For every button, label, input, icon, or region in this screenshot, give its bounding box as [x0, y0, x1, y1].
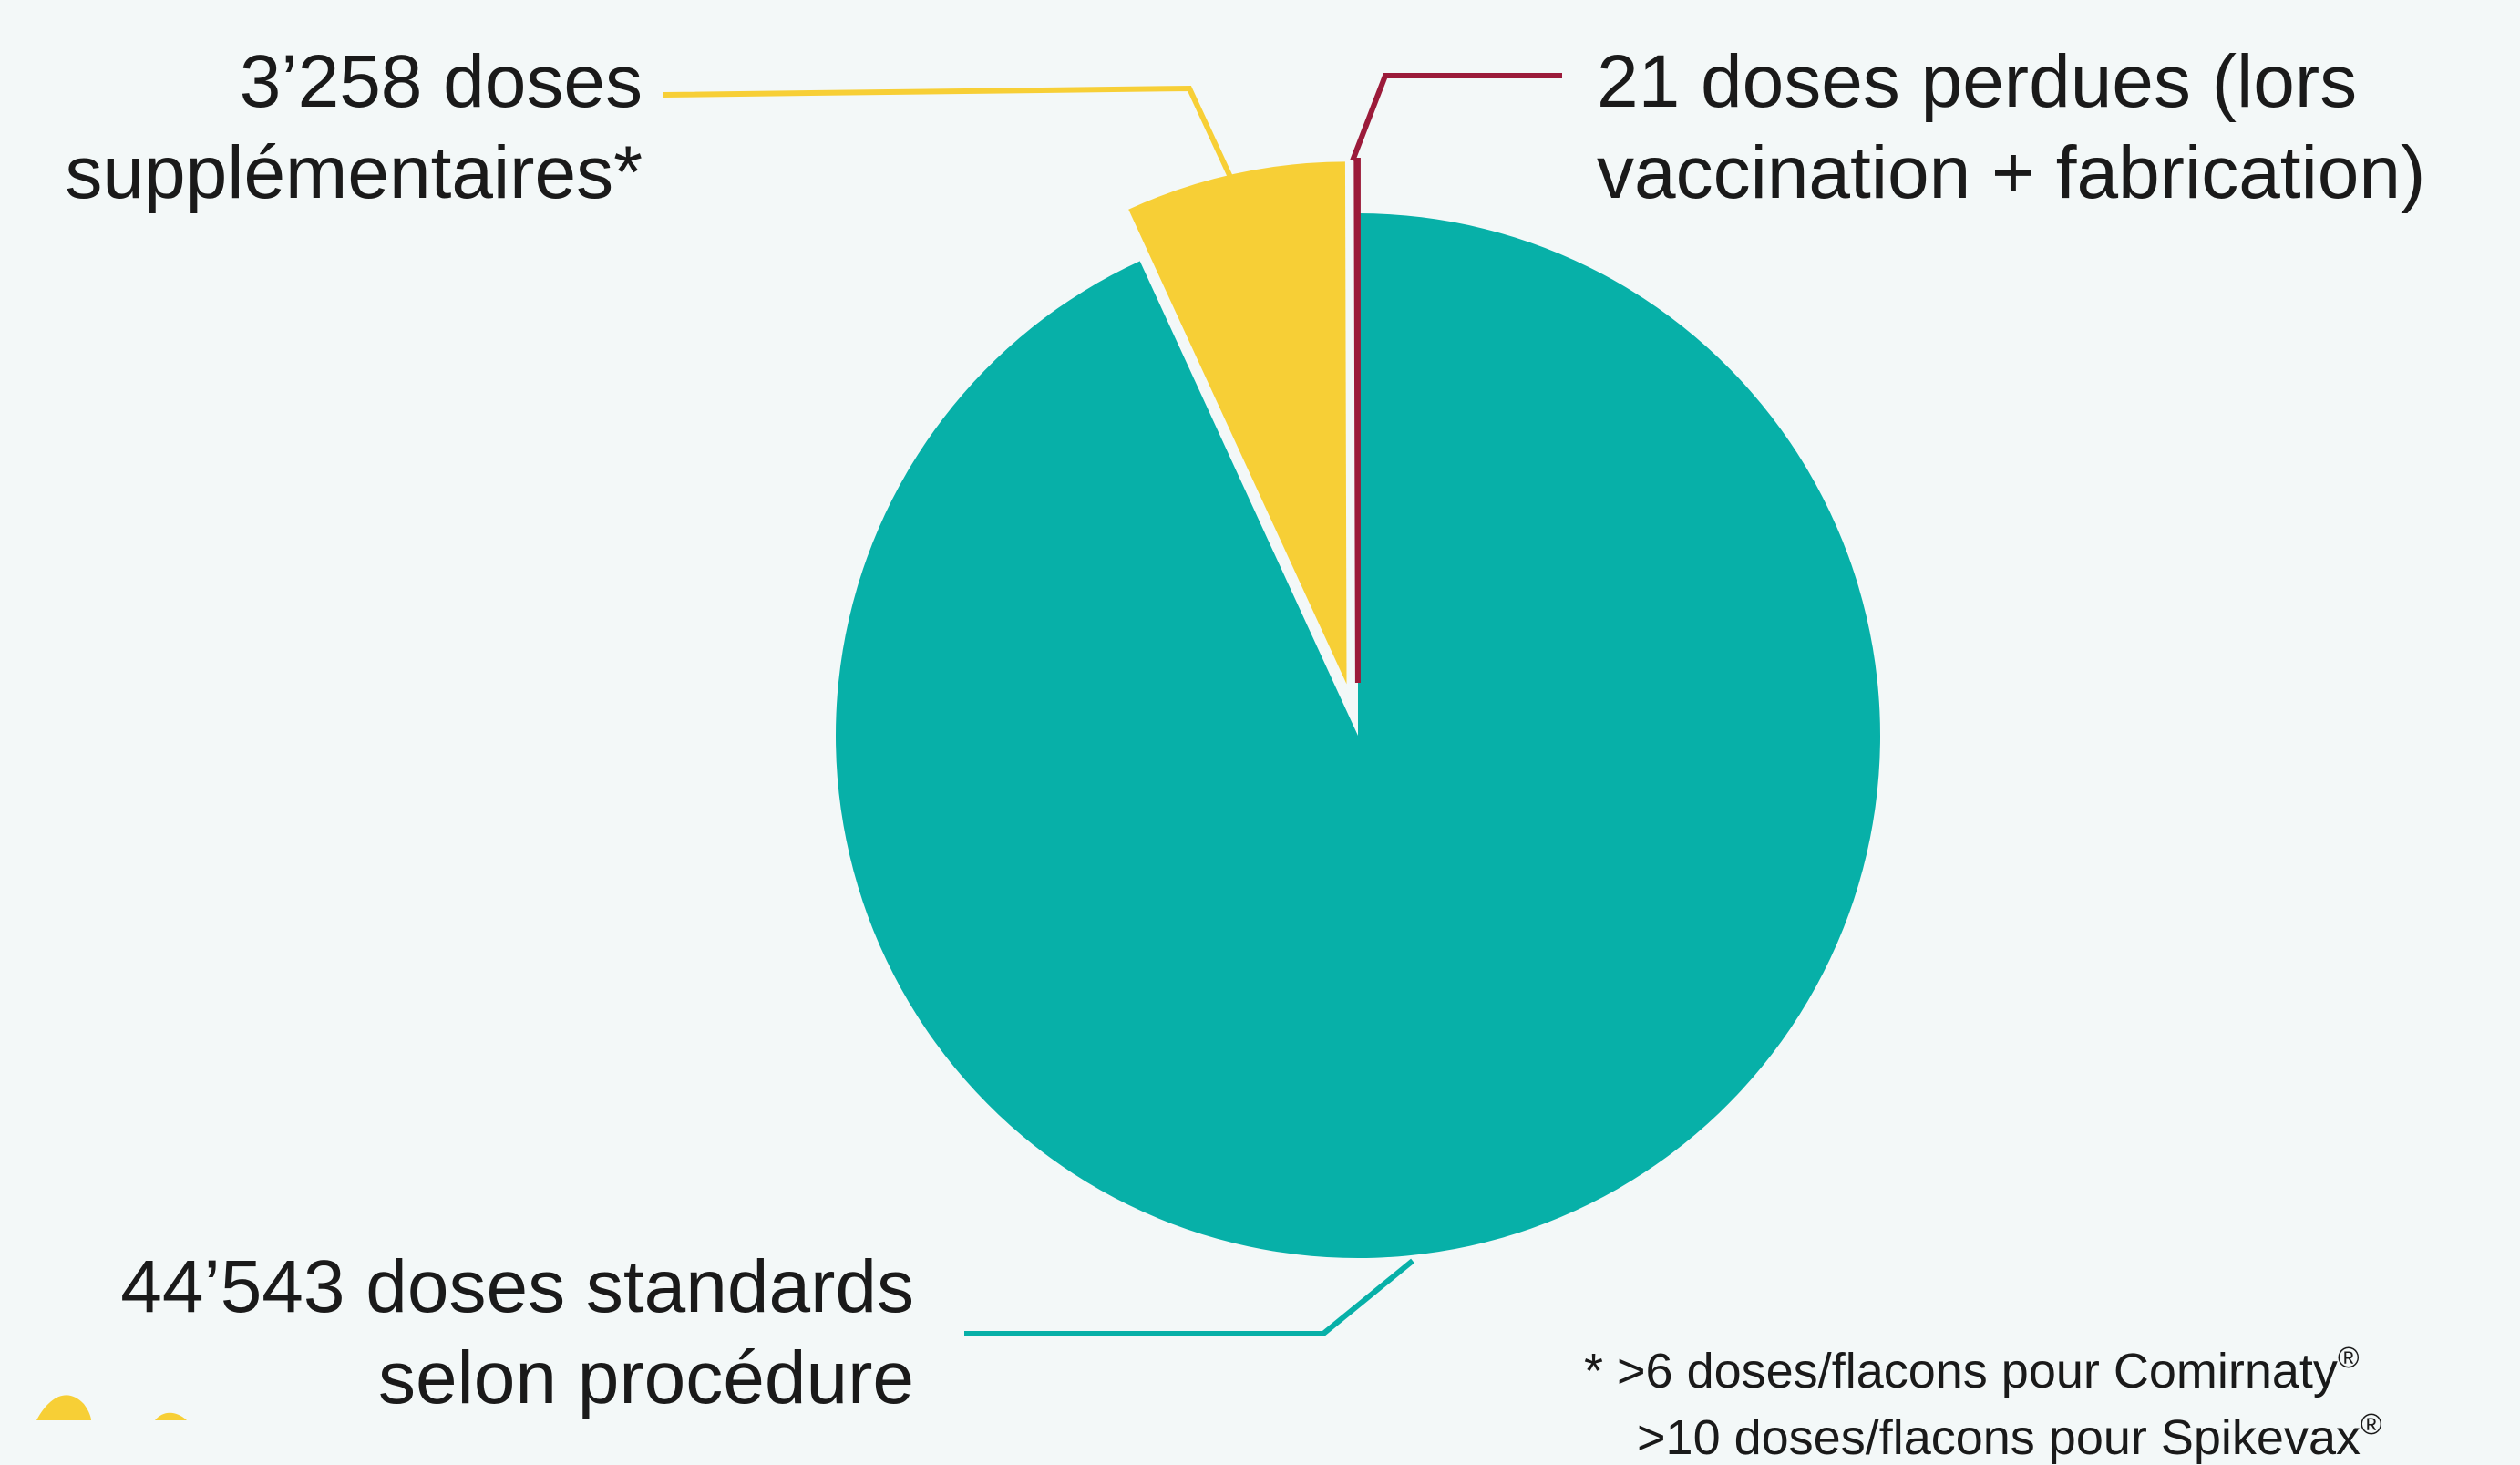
slice-lost	[1353, 157, 1361, 684]
leader-line-supplementary	[663, 85, 1233, 180]
pie-chart	[36, 73, 1880, 1420]
slice-label-lost-line1: 21 doses perdues (lors	[1597, 40, 2358, 123]
pie-slices	[835, 157, 1880, 1258]
slice-label-supplementary-line1: 3’258 doses	[239, 40, 643, 123]
slice-label-standard: 44’543 doses standards selon procédure	[120, 1242, 914, 1424]
slice-label-supplementary: 3’258 doses supplémentaires*	[65, 36, 643, 219]
slice-label-supplementary-line2: supplémentaires*	[65, 131, 643, 214]
registered-mark: ®	[2337, 1341, 2360, 1374]
decorative-blob	[36, 1395, 187, 1420]
slice-label-lost-line2: vaccination + fabrication)	[1597, 131, 2426, 214]
footnote-line1-text: * >6 doses/flacons pour Comirnaty	[1584, 1344, 2338, 1398]
footnote: * >6 doses/flacons pour Comirnaty® >10 d…	[1584, 1331, 2382, 1464]
footnote-line2: >10 doses/flacons pour Spikevax®	[1584, 1398, 2382, 1464]
footnote-line1: * >6 doses/flacons pour Comirnaty®	[1584, 1341, 2360, 1398]
footnote-line2-text: >10 doses/flacons pour Spikevax	[1637, 1410, 2361, 1465]
leader-line-standard	[964, 1258, 1414, 1336]
leader-lines	[663, 73, 1562, 1336]
slice-label-lost: 21 doses perdues (lors vaccination + fab…	[1597, 36, 2425, 219]
leader-line-lost	[1350, 73, 1562, 162]
slice-standard	[835, 213, 1880, 1258]
slice-supplementary	[1128, 161, 1347, 685]
slice-label-standard-line2: selon procédure	[377, 1336, 914, 1419]
registered-mark: ®	[2361, 1408, 2382, 1440]
slice-label-standard-line1: 44’543 doses standards	[120, 1245, 914, 1328]
